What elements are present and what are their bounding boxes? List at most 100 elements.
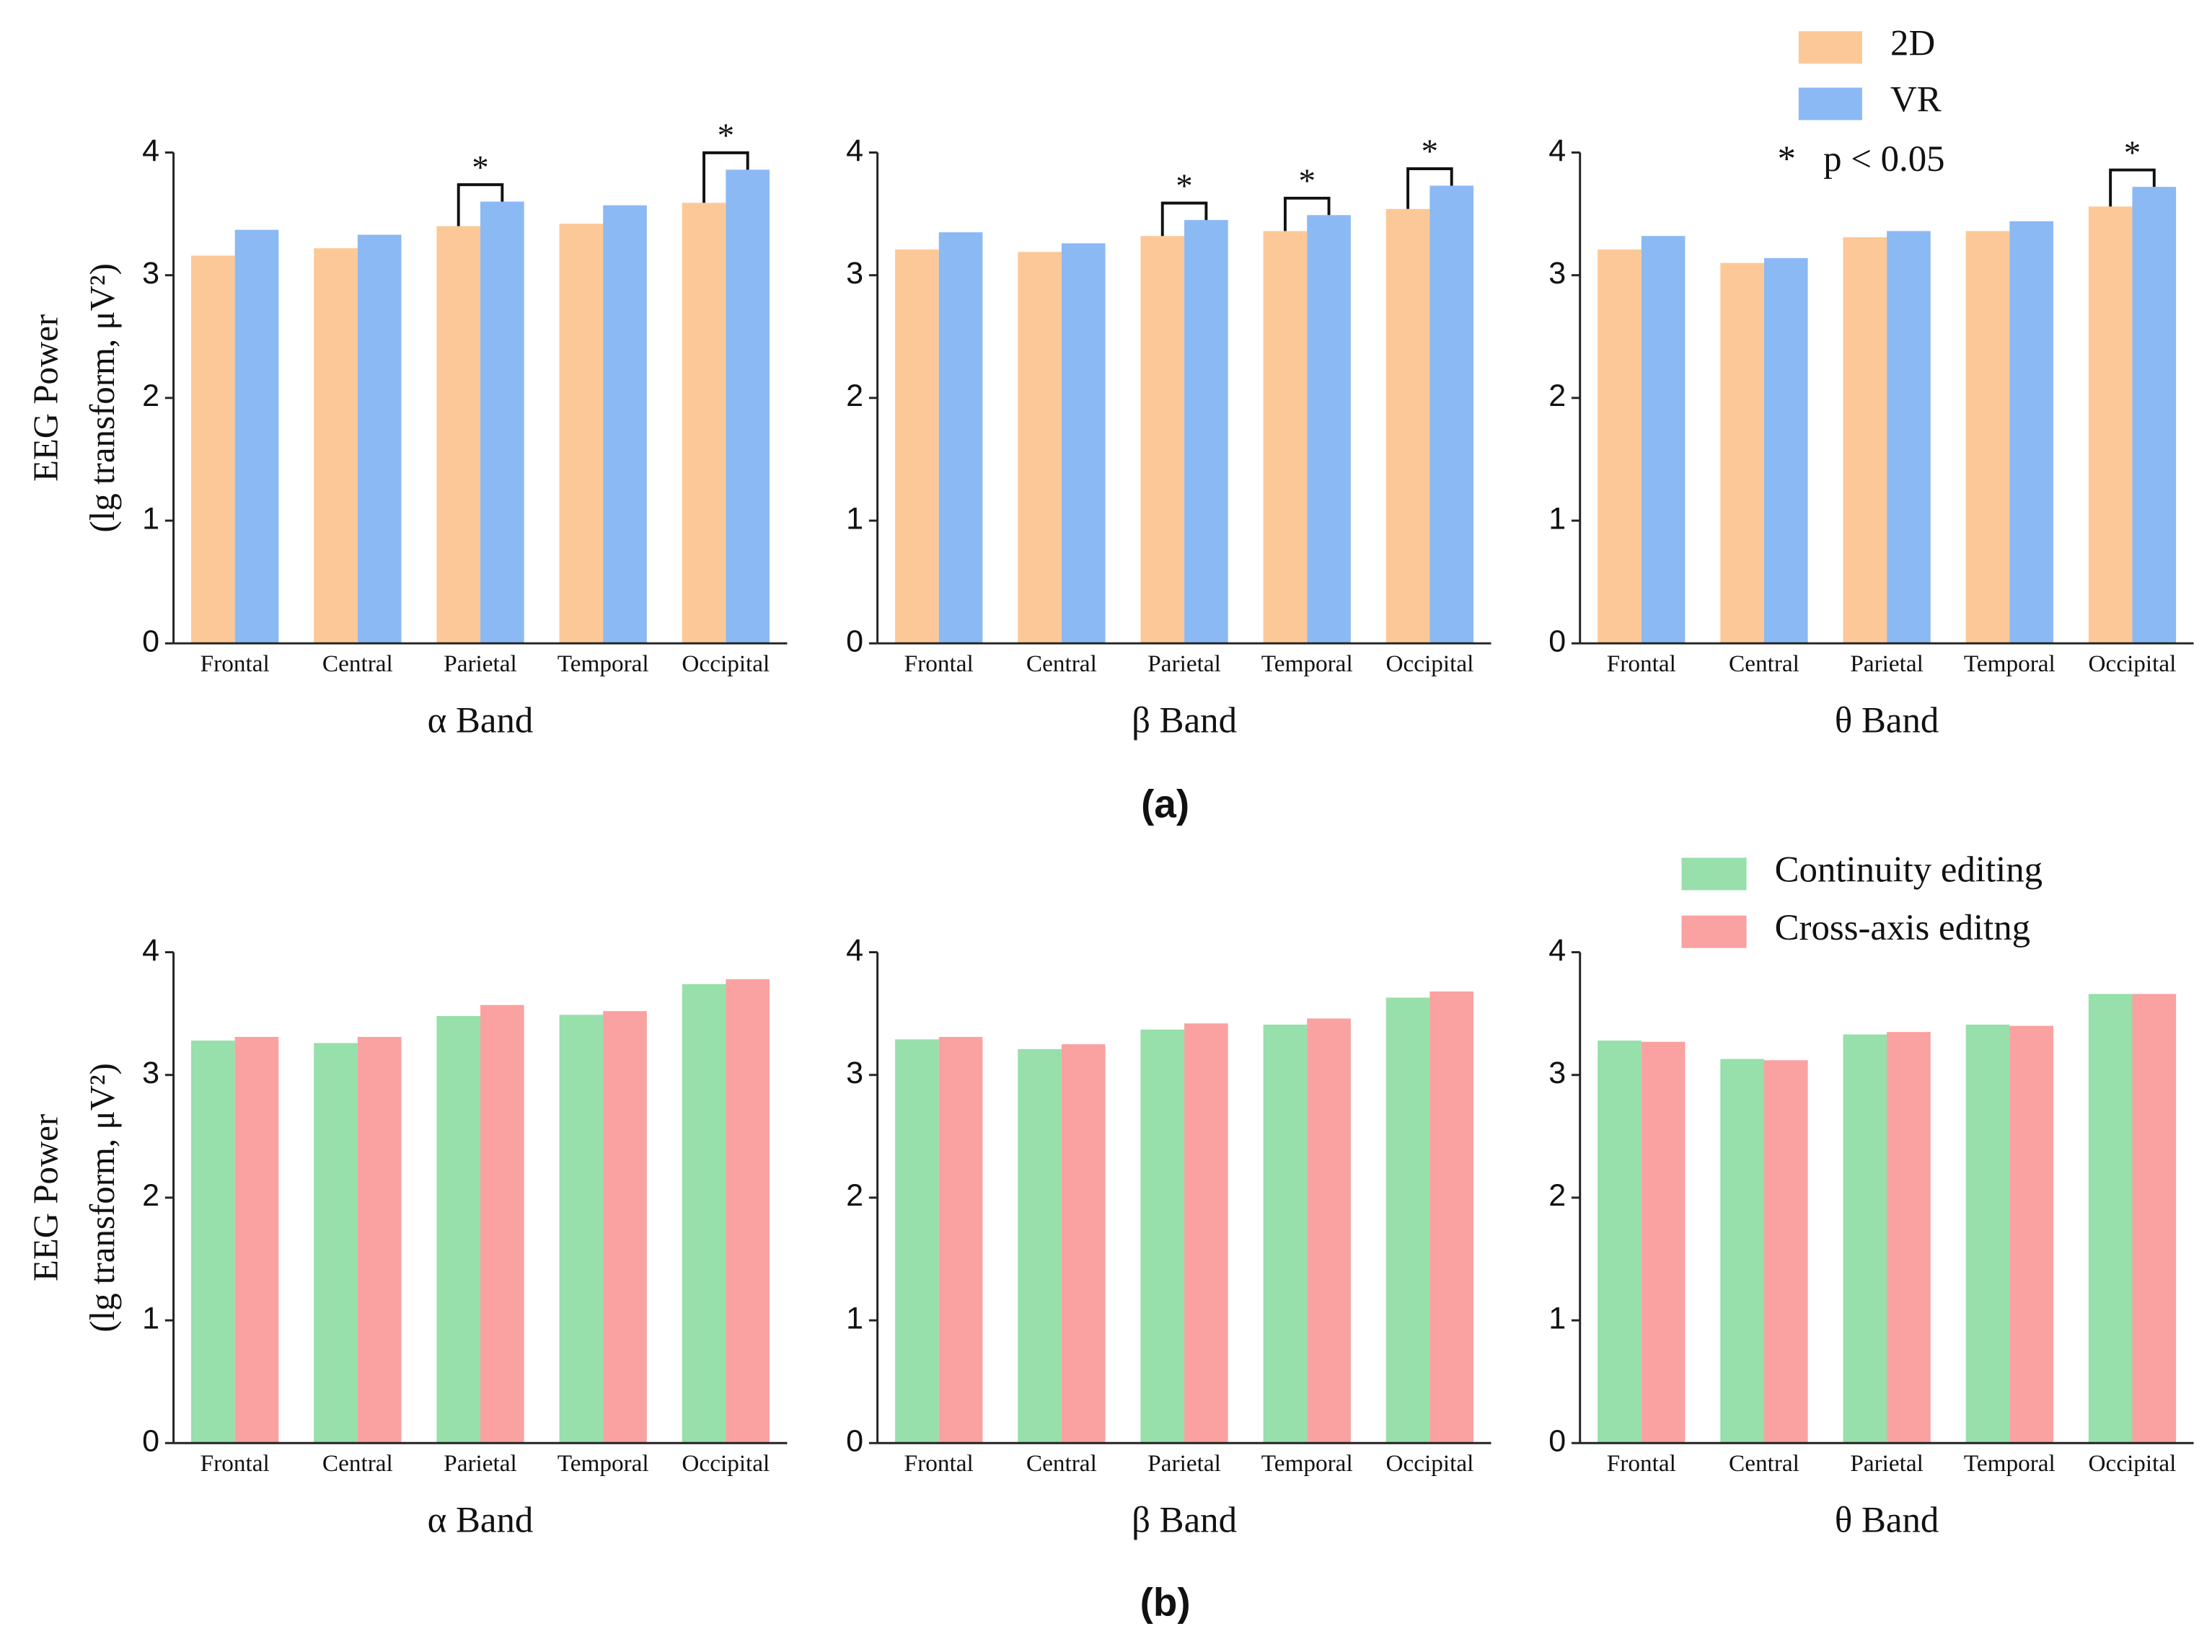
x-tick-label: Temporal: [558, 650, 649, 677]
bar: [191, 1041, 235, 1444]
legend-swatch: [1798, 31, 1862, 64]
x-tick-label: Parietal: [1147, 1450, 1221, 1477]
y-axis-label: (lg transform, μV²): [82, 1063, 122, 1332]
y-axis-label: (lg transform, μV²): [82, 263, 122, 532]
legend-note: * p < 0.05: [1778, 138, 1945, 179]
significance-marker: *: [1298, 162, 1315, 200]
x-tick-label: Occipital: [1385, 1450, 1473, 1477]
bar: [1641, 236, 1686, 644]
x-tick-label: Occipital: [682, 650, 770, 677]
y-tick-label: 4: [846, 133, 863, 168]
x-tick-label: Frontal: [904, 1450, 974, 1477]
panel-caption: (a): [1141, 782, 1189, 826]
x-tick-label: Temporal: [1261, 1450, 1353, 1477]
legend-label: VR: [1890, 79, 1942, 120]
bar: [314, 248, 358, 644]
bar: [1843, 237, 1887, 644]
bar: [234, 229, 279, 644]
y-tick-label: 1: [846, 1301, 863, 1335]
x-tick-label: Parietal: [1850, 650, 1924, 677]
y-tick-label: 2: [846, 379, 863, 413]
x-tick-label: Central: [1026, 650, 1097, 677]
bar: [603, 1011, 647, 1444]
y-tick-label: 2: [1548, 1178, 1566, 1213]
bar: [1429, 991, 1474, 1444]
bar: [1263, 231, 1308, 644]
bar: [480, 201, 524, 644]
y-tick-label: 3: [1548, 256, 1566, 291]
bar: [1965, 1024, 2010, 1444]
x-tick-label: Frontal: [904, 650, 974, 677]
y-tick-label: 0: [846, 1424, 863, 1459]
bar: [436, 226, 481, 644]
bar: [938, 1036, 983, 1444]
legend-swatch: [1681, 857, 1747, 891]
bar: [480, 1004, 524, 1444]
y-tick-label: 0: [1548, 624, 1566, 659]
y-tick-label: 3: [846, 1056, 863, 1090]
y-tick-label: 1: [142, 1301, 159, 1335]
bar: [1385, 997, 1430, 1444]
bar: [2088, 994, 2133, 1444]
y-tick-label: 4: [142, 133, 159, 168]
bar: [682, 984, 726, 1444]
bar: [234, 1036, 279, 1444]
x-tick-label: Parietal: [444, 650, 517, 677]
bar: [1184, 1023, 1228, 1444]
legend-label: Continuity editing: [1775, 849, 2043, 890]
x-tick-label: Central: [322, 1450, 393, 1477]
panel-caption: (b): [1140, 1580, 1191, 1625]
bar: [191, 255, 235, 644]
bar: [1140, 236, 1185, 644]
bar: [1965, 231, 2010, 644]
bar: [1263, 1024, 1308, 1444]
bar: [1843, 1034, 1887, 1444]
y-tick-label: 0: [846, 624, 863, 659]
bar: [1429, 185, 1474, 644]
x-tick-label: Temporal: [1964, 650, 2055, 677]
x-tick-label: Occipital: [2089, 1450, 2177, 1477]
bar: [357, 1036, 402, 1444]
bar: [1887, 1032, 1931, 1444]
y-tick-label: 2: [846, 1178, 863, 1213]
x-tick-label: Frontal: [1607, 650, 1676, 677]
bar: [1061, 1044, 1106, 1444]
bar: [1763, 1060, 1808, 1444]
x-tick-label: Central: [1026, 1450, 1097, 1477]
bar: [895, 1039, 939, 1444]
y-tick-label: 0: [142, 624, 159, 659]
bar: [603, 205, 647, 644]
x-tick-label: Parietal: [1147, 650, 1221, 677]
x-tick-label: Central: [322, 650, 393, 677]
bar: [1184, 220, 1228, 644]
bar: [938, 232, 983, 644]
y-axis-label: EEG Power: [26, 314, 66, 482]
x-tick-label: Temporal: [558, 1450, 649, 1477]
x-axis-label: θ Band: [1835, 1499, 1939, 1540]
y-axis-label: EEG Power: [26, 1114, 66, 1281]
y-tick-label: 4: [1548, 133, 1566, 168]
y-tick-label: 1: [1548, 501, 1566, 536]
x-tick-label: Temporal: [1964, 1450, 2055, 1477]
bar: [1598, 249, 1642, 644]
bar: [1385, 208, 1430, 644]
y-tick-label: 3: [1548, 1056, 1566, 1090]
significance-bracket: [1406, 167, 1453, 209]
y-tick-label: 0: [142, 1424, 159, 1459]
bar: [726, 979, 770, 1444]
bar: [436, 1016, 481, 1444]
x-tick-label: Occipital: [682, 1450, 770, 1477]
bar: [682, 203, 726, 644]
bar: [1598, 1041, 1642, 1444]
significance-bracket: [1160, 201, 1208, 237]
y-tick-label: 0: [1548, 1424, 1566, 1459]
x-tick-label: Temporal: [1261, 650, 1353, 677]
significance-marker: *: [472, 149, 488, 186]
bar: [1307, 1018, 1351, 1444]
y-tick-label: 3: [142, 1056, 159, 1090]
bar: [357, 234, 402, 644]
y-tick-label: 2: [1548, 379, 1566, 413]
bar: [1887, 231, 1931, 644]
x-axis-label: β Band: [1132, 1499, 1237, 1540]
